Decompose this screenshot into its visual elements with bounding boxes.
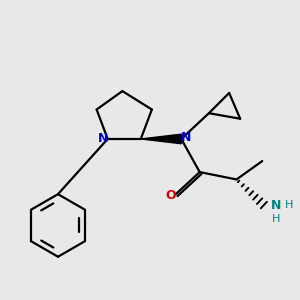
Text: N: N [98,133,108,146]
Text: O: O [165,189,175,202]
Text: N: N [271,199,281,212]
Polygon shape [141,134,181,144]
Text: H: H [285,200,293,210]
Text: N: N [181,130,191,144]
Text: H: H [272,214,281,224]
